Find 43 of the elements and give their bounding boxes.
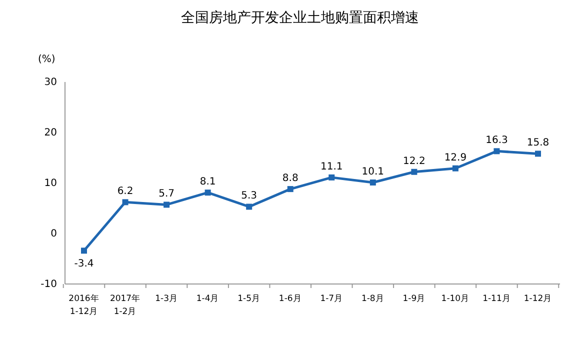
x-tick-label: 1-4月 xyxy=(196,294,220,304)
data-label: 11.1 xyxy=(320,161,343,172)
point xyxy=(452,165,458,172)
point xyxy=(328,174,335,180)
point xyxy=(81,248,87,254)
x-tick-label: 1-10月 xyxy=(441,294,470,304)
x-tick-label: 1-12月 xyxy=(524,294,552,304)
point xyxy=(287,186,294,192)
x-tick-label: 1-7月 xyxy=(320,294,344,304)
data-label: 10.1 xyxy=(362,166,384,178)
chart-title: 全国房地产开发企业土地购置面积增速 xyxy=(181,10,419,26)
y-axis-title: (%) xyxy=(38,54,56,65)
data-label: 5.3 xyxy=(241,190,258,202)
point xyxy=(246,204,252,210)
y-tick-label: 0 xyxy=(50,228,57,240)
data-label: 8.1 xyxy=(200,176,216,188)
x-tick-label: 1-5月 xyxy=(238,294,261,304)
point xyxy=(164,202,170,208)
x-tick-label: 2017年 1-2月 xyxy=(110,293,141,317)
point xyxy=(370,179,376,186)
point xyxy=(122,199,128,206)
x-tick-label: 1-8月 xyxy=(361,294,384,304)
data-label: 12.9 xyxy=(444,152,467,164)
data-label: 12.2 xyxy=(403,156,426,167)
data-label: 16.3 xyxy=(486,135,508,146)
x-tick-label: 2016年 1-12月 xyxy=(68,293,100,317)
y-tick-label: 20 xyxy=(44,128,57,139)
data-label: 8.8 xyxy=(282,173,298,184)
point xyxy=(411,168,418,175)
data-label: 5.7 xyxy=(158,188,174,200)
x-tick-label: 1-6月 xyxy=(278,294,302,304)
point xyxy=(494,148,500,154)
y-tick-label: 30 xyxy=(44,77,57,88)
x-tick-label: 1-3月 xyxy=(155,294,178,304)
data-label: 6.2 xyxy=(117,186,134,198)
data-label: -3.4 xyxy=(74,258,94,270)
point xyxy=(204,190,211,196)
data-label: 15.8 xyxy=(526,138,550,149)
point xyxy=(535,150,541,157)
x-tick-label: 1-11月 xyxy=(482,294,511,304)
y-tick-label: -10 xyxy=(40,279,57,290)
x-tick-label: 1-9月 xyxy=(402,294,426,304)
y-tick-label: 10 xyxy=(44,178,57,190)
